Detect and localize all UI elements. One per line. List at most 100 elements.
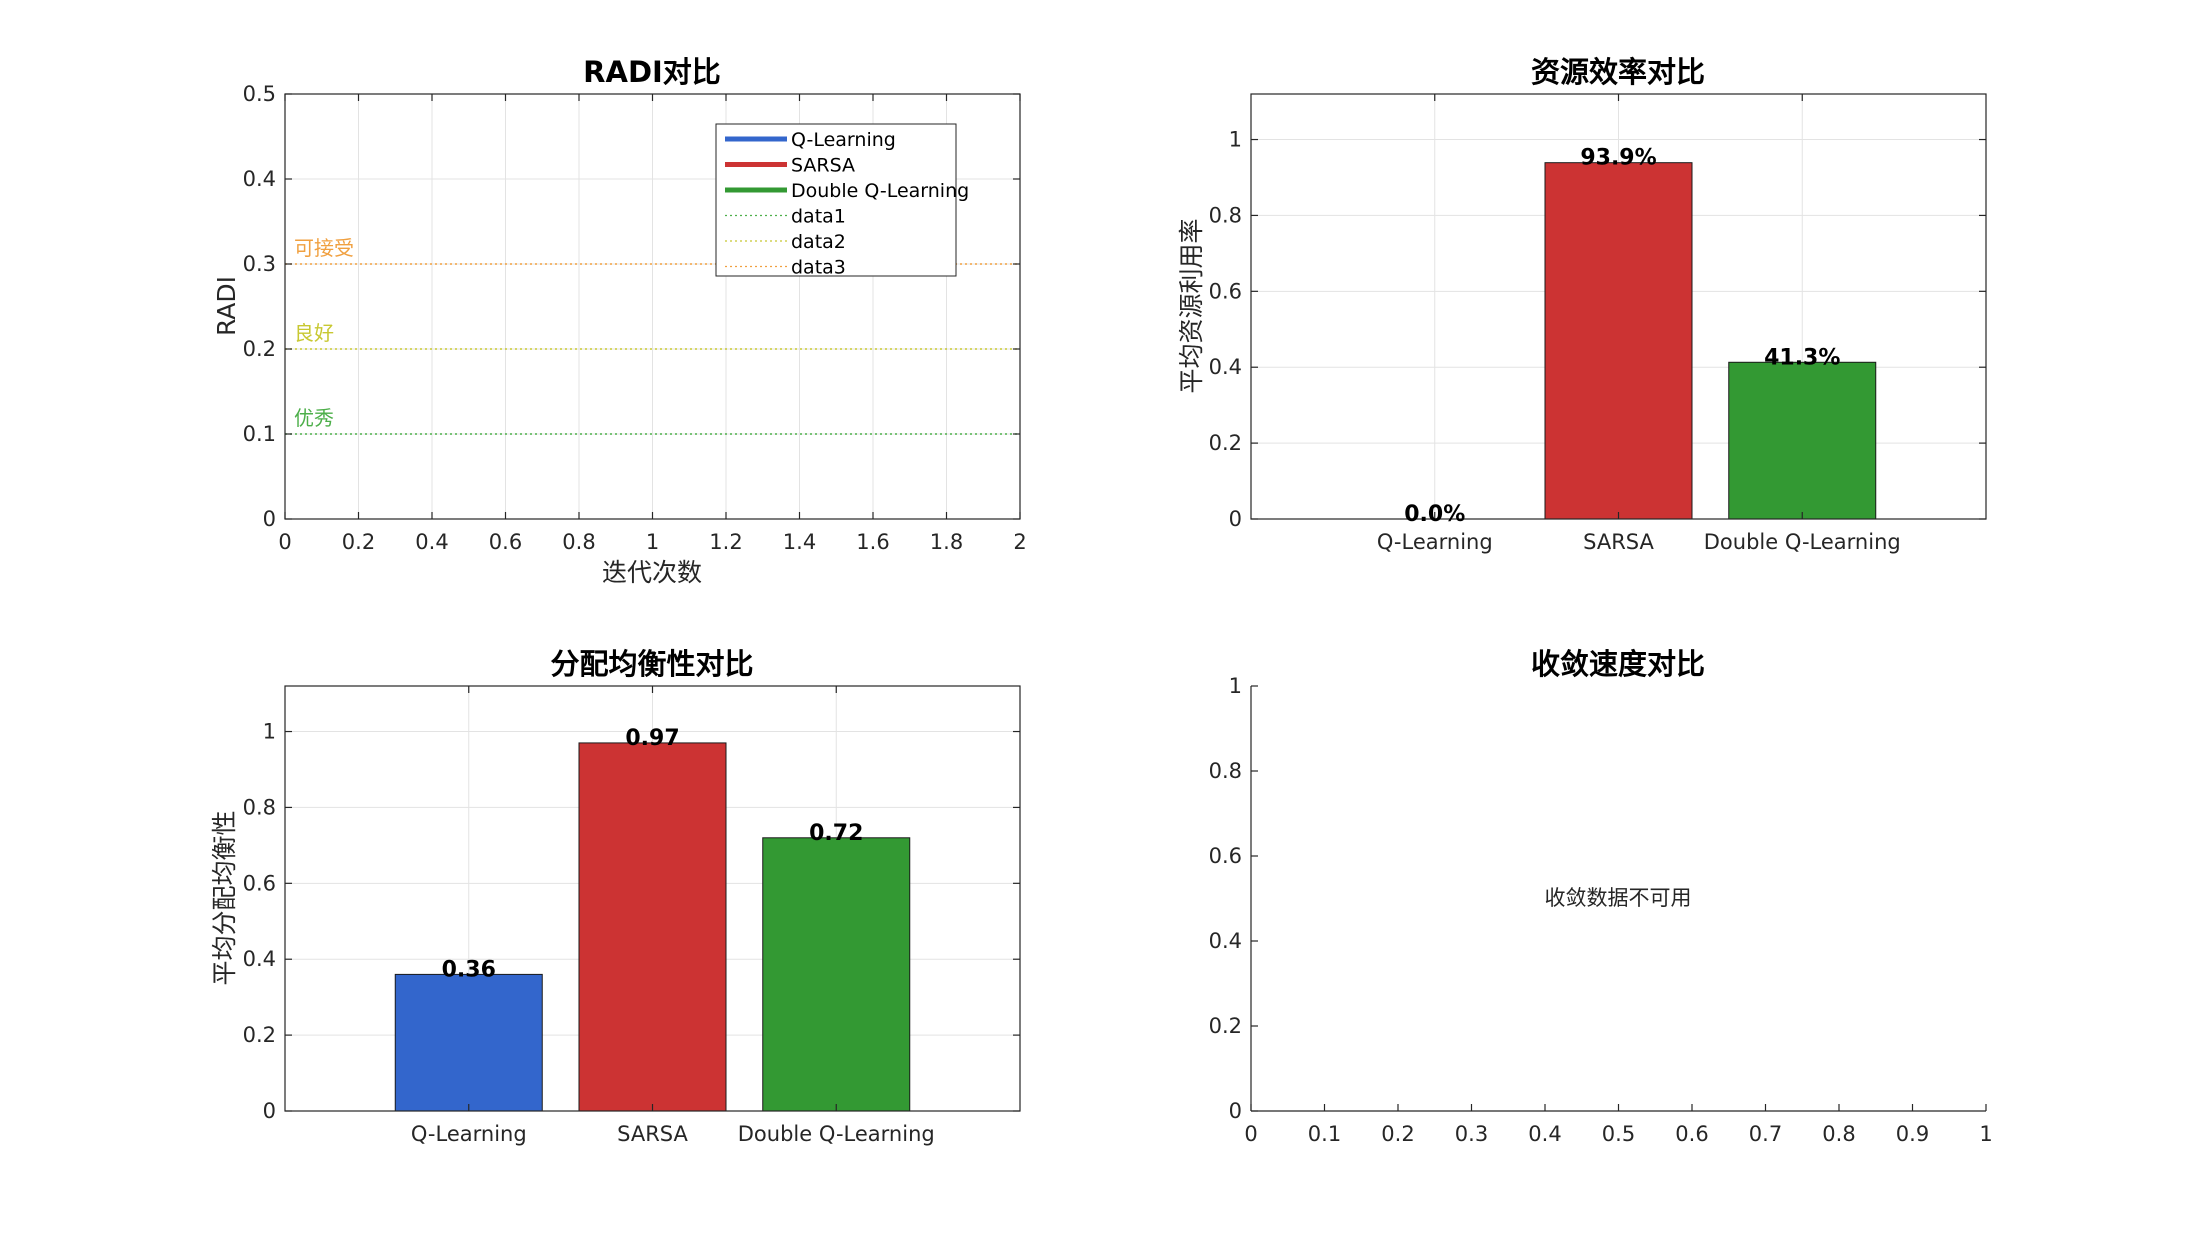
allocation-balance-chart-y-tick-label: 0.4 [243,947,276,971]
resource-efficiency-chart-x-ticks: Q-Learning SARSA Double Q-Learning [1377,94,1901,554]
allocation-balance-chart-value-label: 0.72 [809,821,863,846]
radi-chart-legend-label: data2 [791,231,846,253]
radi-chart-legend-label: data3 [791,257,846,279]
convergence-speed-chart-x-tick-label: 0.3 [1455,1122,1488,1146]
convergence-speed-chart-x-ticks: 0 0.1 0.2 0.3 0.4 0.5 0.6 0.7 0.8 0.9 1 [1244,1104,1993,1146]
resource-efficiency-chart-bars [1544,162,1877,520]
radi-chart-title: RADI对比 [583,55,721,89]
radi-chart-reference-label: 可接受 [294,236,354,260]
radi-chart-x-tick-label: 0.4 [415,530,448,554]
convergence-data-unavailable-message: 收敛数据不可用 [1545,886,1692,910]
convergence-speed-chart-y-tick-label: 0.6 [1209,844,1242,868]
resource-efficiency-chart-value-label: 41.3% [1764,345,1840,370]
radi-chart-x-axis-label: 迭代次数 [602,558,702,587]
allocation-balance-chart-x-ticks: Q-Learning SARSA Double Q-Learning [411,686,935,1146]
radi-chart-y-tick-label: 0.3 [243,252,276,276]
radi-chart-y-tick-label: 0.5 [243,82,276,106]
resource-efficiency-chart-bar-3 [1728,361,1877,520]
radi-chart-x-tick-label: 0.6 [489,530,522,554]
allocation-balance-chart-title: 分配均衡性对比 [550,647,753,681]
allocation-balance-chart-bar-2 [578,742,727,1112]
convergence-speed-chart: 收敛速度对比 0 0.1 0.2 0.3 0.4 0.5 0.6 0.7 0.8 0.9 1 0 0.… [1209,647,1993,1146]
radi-chart-x-tick-label: 0.2 [342,530,375,554]
radi-chart-legend: Q-Learning SARSA Double Q-Learning data1 dat… [715,123,969,279]
convergence-speed-chart-y-tick-label: 1 [1229,674,1242,698]
allocation-balance-chart-x-tick-label: Q-Learning [411,1122,527,1146]
radi-chart-x-tick-label: 1.2 [709,530,742,554]
radi-chart-x-tick-label: 1 [646,530,659,554]
convergence-speed-chart-x-tick-label: 0.9 [1896,1122,1929,1146]
radi-chart-legend-label: Q-Learning [791,129,896,151]
convergence-speed-chart-x-tick-label: 0.6 [1675,1122,1708,1146]
radi-chart-y-tick-label: 0 [263,507,276,531]
allocation-balance-chart-x-tick-label: SARSA [617,1122,688,1146]
allocation-balance-chart-x-tick-label: Double Q-Learning [738,1122,935,1146]
allocation-balance-chart-y-tick-label: 0.8 [243,795,276,819]
allocation-balance-chart-y-tick-label: 1 [263,720,276,744]
resource-efficiency-chart-y-tick-label: 0 [1229,507,1242,531]
radi-chart-legend-label: data1 [791,206,846,228]
allocation-balance-chart-y-axis-label: 平均分配均衡性 [210,810,239,985]
radi-chart-reference-label: 良好 [294,321,334,345]
radi-chart-y-tick-label: 0.2 [243,337,276,361]
allocation-balance-chart-value-label: 0.36 [442,957,496,982]
allocation-balance-chart-value-label: 0.97 [625,726,679,751]
resource-efficiency-chart-y-tick-label: 0.4 [1209,355,1242,379]
radi-chart-legend-label: Double Q-Learning [791,180,969,202]
radi-chart-x-tick-label: 0 [278,530,291,554]
allocation-balance-chart-bar-3 [762,837,911,1112]
convergence-speed-chart-y-ticks: 0 0.2 0.4 0.6 0.8 1 [1209,674,1258,1123]
radi-chart-x-ticks: 0 0.2 0.4 0.6 0.8 1 1.2 1.4 1.6 1.8 2 [278,94,1027,554]
radi-chart-y-axis-label: RADI [212,276,241,336]
convergence-speed-chart-y-tick-label: 0.8 [1209,759,1242,783]
convergence-speed-chart-x-tick-label: 0.1 [1308,1122,1341,1146]
convergence-speed-chart-x-tick-label: 1 [1979,1122,1992,1146]
convergence-speed-chart-x-tick-label: 0 [1244,1122,1257,1146]
radi-chart-x-tick-label: 1.6 [856,530,889,554]
allocation-balance-chart-y-ticks: 0 0.2 0.4 0.6 0.8 1 [243,720,1020,1123]
convergence-speed-chart-y-tick-label: 0 [1229,1099,1242,1123]
resource-efficiency-chart-value-label: 0.0% [1404,502,1465,527]
resource-efficiency-chart-value-label: 93.9% [1580,146,1656,171]
radi-chart-reference-label: 优秀 [294,406,334,430]
resource-efficiency-chart-y-tick-label: 1 [1229,128,1242,152]
resource-efficiency-chart-bar-2 [1544,162,1693,520]
resource-efficiency-chart-y-tick-label: 0.2 [1209,431,1242,455]
radi-chart-y-tick-label: 0.4 [243,167,276,191]
radi-chart-legend-box [715,123,957,277]
allocation-balance-chart-y-tick-label: 0.6 [243,871,276,895]
convergence-speed-chart-y-tick-label: 0.2 [1209,1014,1242,1038]
allocation-balance-chart-value-labels: 0.36 0.97 0.72 [442,726,864,982]
allocation-balance-chart-y-tick-label: 0 [263,1099,276,1123]
resource-efficiency-chart-title: 资源效率对比 [1531,55,1705,89]
resource-efficiency-chart-value-labels: 0.0% 93.9% 41.3% [1404,146,1840,527]
resource-efficiency-chart-y-axis-label: 平均资源利用率 [1177,218,1206,393]
allocation-balance-chart-y-tick-label: 0.2 [243,1023,276,1047]
radi-chart-y-ticks: 0 0.1 0.2 0.3 0.4 0.5 [243,82,1020,531]
resource-efficiency-chart-x-tick-label: Double Q-Learning [1704,530,1901,554]
radi-chart-x-tick-label: 2 [1013,530,1026,554]
radi-chart-legend-label: SARSA [791,155,855,177]
convergence-speed-chart-y-tick-label: 0.4 [1209,929,1242,953]
radi-chart-x-tick-label: 1.8 [930,530,963,554]
resource-efficiency-chart-y-tick-label: 0.8 [1209,203,1242,227]
resource-efficiency-chart-x-tick-label: Q-Learning [1377,530,1493,554]
allocation-balance-chart-bars [394,742,911,1112]
convergence-speed-chart-title: 收敛速度对比 [1531,647,1705,681]
convergence-speed-chart-x-tick-label: 0.7 [1749,1122,1782,1146]
convergence-speed-chart-x-tick-label: 0.2 [1381,1122,1414,1146]
convergence-speed-chart-x-tick-label: 0.4 [1528,1122,1561,1146]
radi-chart-x-tick-label: 0.8 [562,530,595,554]
resource-efficiency-chart-x-tick-label: SARSA [1583,530,1654,554]
resource-efficiency-chart-y-ticks: 0 0.2 0.4 0.6 0.8 1 [1209,128,1986,531]
allocation-balance-chart-bar-1 [394,973,543,1112]
resource-efficiency-chart-y-tick-label: 0.6 [1209,279,1242,303]
convergence-speed-chart-x-tick-label: 0.8 [1822,1122,1855,1146]
resource-efficiency-chart: 资源效率对比 Q-Learning SARSA Double Q-Learning … [1177,55,1987,554]
convergence-speed-chart-x-tick-label: 0.5 [1602,1122,1635,1146]
radi-chart-y-tick-label: 0.1 [243,422,276,446]
allocation-balance-chart: 分配均衡性对比 Q-Learning SARSA Double Q-Learning… [210,647,1021,1146]
